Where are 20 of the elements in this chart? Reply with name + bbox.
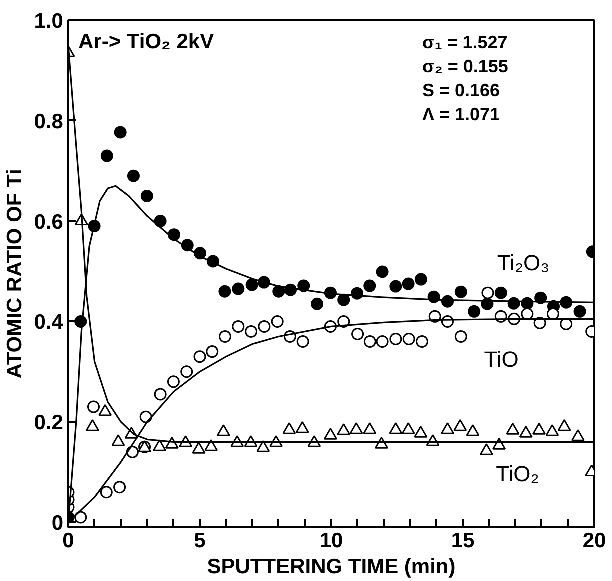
- y-tick-label: 1.0: [34, 10, 64, 33]
- annotation: Λ = 1.071: [422, 104, 500, 124]
- y-tick-label: 0.2: [34, 412, 64, 435]
- x-tick-label: 5: [194, 530, 206, 552]
- annotation: σ₁ = 1.527: [422, 32, 508, 52]
- y-axis-title: ATOMIC RATIO OF Ti: [3, 169, 26, 379]
- annotation: S = 0.166: [422, 80, 500, 100]
- series-label: TiO₂: [496, 462, 540, 487]
- y-tick-label: 0.8: [34, 110, 64, 134]
- annotation: Ar-> TiO₂ 2kV: [78, 30, 214, 54]
- y-tick-label: 0.4: [34, 311, 64, 334]
- y-tick-label: 0: [52, 512, 64, 535]
- x-tick-label: 10: [320, 530, 344, 552]
- y-tick-label: 0.6: [34, 210, 64, 234]
- x-axis-title: SPUTTERING TIME (min): [207, 556, 456, 578]
- x-tick-label: 15: [451, 530, 475, 552]
- series-label: TiO: [484, 347, 519, 372]
- series-label: Ti₂O₃: [497, 250, 550, 276]
- x-tick-label: 20: [582, 530, 606, 552]
- annotation: σ₂ = 0.155: [422, 56, 508, 76]
